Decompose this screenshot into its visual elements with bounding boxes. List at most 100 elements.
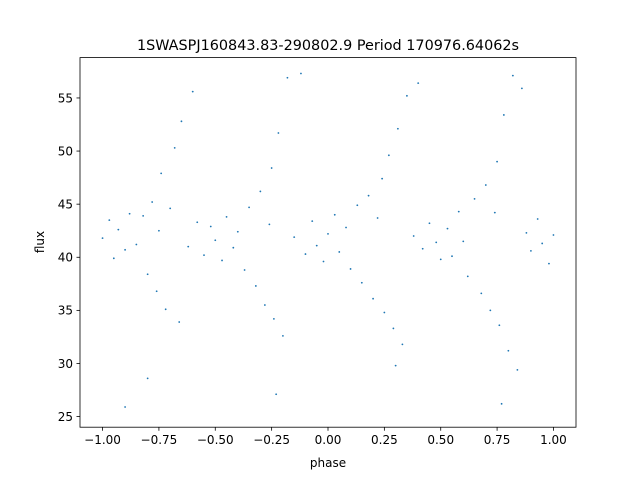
data-point [401, 343, 404, 346]
x-tick-label: −1.00 [84, 433, 121, 447]
data-point [541, 242, 544, 245]
data-point [146, 377, 149, 380]
data-point [293, 236, 296, 238]
data-point [502, 114, 505, 116]
data-point [169, 207, 172, 210]
data-point [552, 234, 555, 236]
plot-area-frame [79, 57, 577, 428]
data-point [360, 281, 363, 284]
data-point [158, 229, 160, 232]
x-axis-label: phase [310, 456, 346, 470]
data-point [500, 402, 503, 405]
chart-title: 1SWASPJ160843.83-290802.9 Period 170976.… [137, 38, 519, 54]
data-point [406, 94, 408, 97]
data-point [428, 222, 431, 225]
data-point [209, 225, 212, 228]
data-point [498, 324, 501, 327]
data-point [178, 321, 181, 323]
data-point [457, 210, 460, 213]
data-point [221, 259, 223, 262]
data-point [259, 190, 262, 193]
data-point [333, 213, 336, 216]
data-point [124, 406, 126, 408]
data-point [160, 172, 163, 175]
data-point [446, 227, 449, 230]
data-point [496, 160, 498, 163]
x-tick-label: 0.25 [371, 433, 398, 447]
data-point [387, 154, 390, 157]
x-tick-label: −0.75 [141, 433, 178, 447]
data-point [511, 74, 514, 77]
data-point [128, 212, 131, 215]
data-point [315, 244, 318, 247]
data-point [394, 364, 397, 367]
y-tick-label: 40 [58, 251, 73, 265]
data-point [548, 262, 550, 265]
data-point [327, 233, 329, 235]
data-point [142, 214, 145, 217]
data-point [507, 349, 510, 352]
data-point [536, 218, 539, 220]
y-tick-label: 35 [58, 304, 73, 318]
data-point [345, 226, 347, 229]
data-point [304, 253, 307, 255]
y-tick-label: 25 [58, 410, 73, 424]
data-point [232, 246, 235, 249]
data-point [376, 217, 379, 219]
data-point [101, 237, 104, 240]
data-point [392, 327, 395, 330]
y-tick-label: 55 [58, 91, 73, 105]
data-point [155, 290, 158, 293]
data-point [493, 211, 496, 214]
data-point [525, 231, 528, 234]
data-point [164, 308, 167, 311]
data-point [286, 76, 289, 79]
x-tick-label: 0.00 [315, 433, 342, 447]
data-point [322, 260, 325, 263]
data-point [236, 230, 239, 233]
data-point [254, 285, 257, 287]
y-axis-ticks: 25 30 35 40 45 50 55 [58, 91, 80, 424]
data-point [263, 304, 266, 306]
data-point [243, 269, 246, 271]
data-point [108, 219, 111, 222]
data-point [383, 311, 386, 314]
data-point [311, 220, 314, 223]
data-point [282, 334, 284, 337]
data-point [412, 235, 415, 237]
data-point [451, 255, 453, 258]
x-tick-label: −0.25 [253, 433, 290, 447]
data-point [275, 393, 278, 396]
data-point [484, 184, 487, 186]
data-point [396, 127, 399, 130]
data-point [117, 228, 120, 231]
data-point [462, 240, 465, 243]
data-point [439, 258, 442, 261]
data-point [473, 197, 476, 200]
data-point [268, 223, 271, 226]
data-point [435, 241, 438, 244]
data-point [520, 87, 523, 90]
x-tick-label: −0.50 [197, 433, 234, 447]
y-tick-label: 50 [58, 144, 73, 158]
data-point [146, 273, 149, 276]
data-point [173, 146, 176, 149]
data-point [372, 297, 374, 300]
data-point [214, 239, 217, 242]
data-points [101, 72, 555, 408]
data-point [277, 132, 280, 134]
data-point [421, 247, 424, 250]
data-point [356, 204, 359, 207]
data-point [300, 72, 302, 75]
data-point [480, 292, 483, 295]
y-tick-label: 45 [58, 197, 73, 211]
data-point [203, 254, 205, 257]
data-point [516, 368, 519, 371]
x-tick-label: 0.75 [484, 433, 511, 447]
data-point [187, 245, 190, 248]
data-point [417, 82, 420, 84]
data-point [225, 216, 228, 218]
data-point [381, 177, 384, 180]
